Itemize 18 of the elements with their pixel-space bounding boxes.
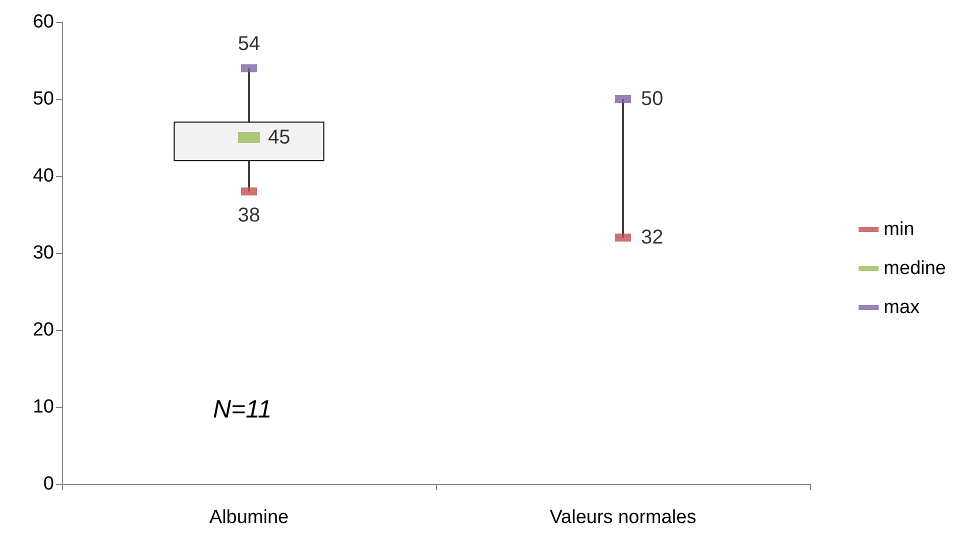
x-tick-label: Valeurs normales	[550, 507, 696, 528]
y-tick-label: 50	[32, 88, 54, 110]
legend-label: max	[884, 297, 920, 318]
y-tick-label: 20	[32, 320, 54, 340]
legend-label: min	[884, 219, 914, 240]
data-label: 32	[641, 226, 664, 249]
y-tick-label: 0	[43, 474, 54, 494]
x-tick-label: Albumine	[209, 507, 289, 528]
data-label: 45	[268, 126, 290, 148]
y-tick-label: 10	[32, 396, 54, 418]
data-label: 38	[238, 204, 260, 226]
data-label: 54	[238, 33, 260, 56]
legend-label: medine	[884, 258, 946, 279]
data-label: 50	[641, 88, 664, 110]
annotation: N=11	[213, 396, 272, 424]
y-tick-label: 60	[32, 12, 54, 32]
y-tick-label: 30	[32, 242, 54, 264]
y-tick-label: 40	[32, 166, 54, 186]
